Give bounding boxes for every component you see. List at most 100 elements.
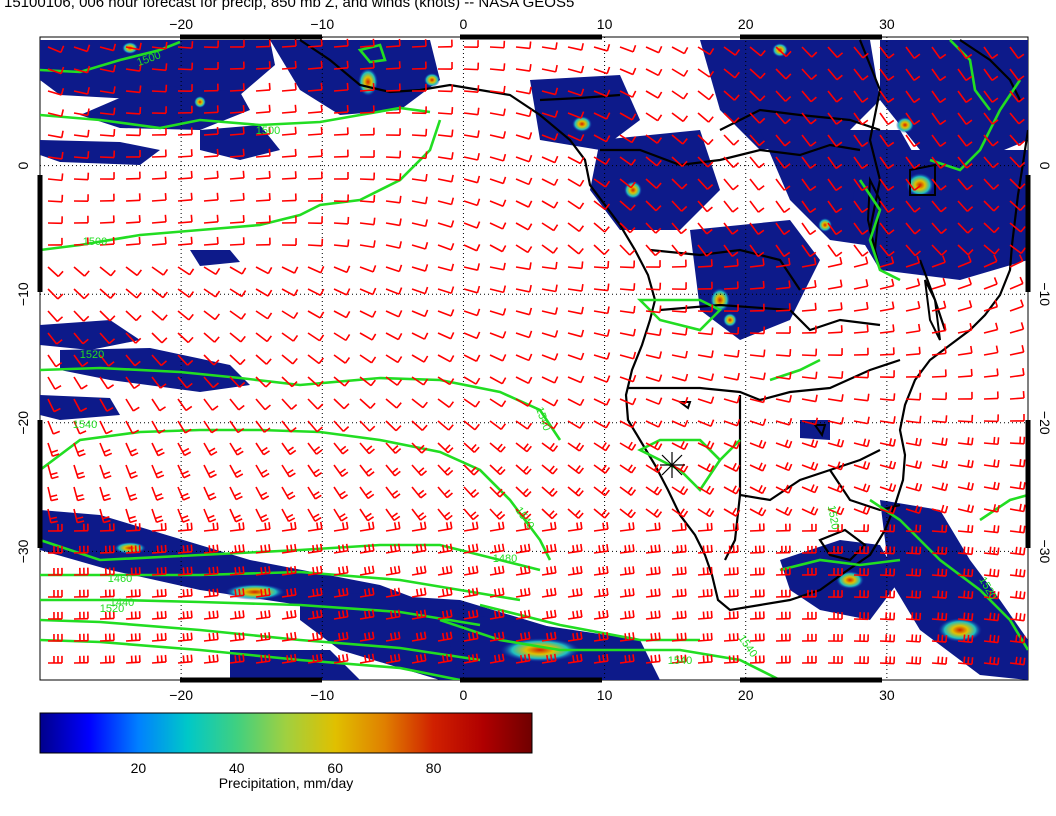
wind-barb <box>853 134 869 148</box>
wind-barb <box>619 441 637 451</box>
wind-barb <box>333 609 349 620</box>
wind-barb <box>957 90 973 104</box>
wind-barb <box>827 134 843 147</box>
wind-barb <box>567 464 584 475</box>
wind-barb <box>463 398 481 408</box>
wind-barb <box>593 352 611 360</box>
wind-barb <box>723 304 739 312</box>
wind-barb <box>73 420 87 435</box>
wind-barb <box>489 285 507 294</box>
wind-barb <box>151 171 167 180</box>
wind-barb <box>99 589 115 598</box>
wind-barb <box>359 83 375 92</box>
wind-barb <box>281 653 297 664</box>
wind-barb <box>73 215 89 224</box>
wind-barb <box>151 588 167 598</box>
lon-tick-label: 10 <box>597 16 613 32</box>
wind-barb <box>957 524 974 534</box>
wind-barb <box>333 60 349 70</box>
wind-barb <box>515 244 533 254</box>
wind-barb <box>229 61 245 70</box>
wind-barb <box>905 300 921 312</box>
wind-barb <box>645 305 662 314</box>
wind-barb <box>437 39 453 48</box>
wind-barb <box>1009 481 1026 490</box>
wind-barb <box>125 42 142 51</box>
lat-labels-left: 0 −10 −20 −30 <box>15 161 31 563</box>
wind-barb <box>931 590 948 599</box>
wind-barb <box>437 174 454 183</box>
wind-barb <box>697 259 713 268</box>
wind-barb <box>151 266 169 276</box>
wind-barb <box>931 255 946 268</box>
wind-barb <box>541 307 559 316</box>
wind-barb <box>281 543 297 554</box>
wind-barb <box>541 353 559 361</box>
wind-barb <box>437 62 453 70</box>
wind-barb <box>723 178 739 191</box>
wind-barb <box>645 441 663 451</box>
wind-barb <box>229 610 245 620</box>
wind-barb <box>99 86 116 95</box>
wind-barb <box>515 41 532 50</box>
wind-barb <box>827 438 845 448</box>
wind-barb <box>385 128 401 137</box>
wind-barb <box>827 394 844 402</box>
wind-barb <box>775 156 791 169</box>
wind-barb <box>229 214 245 224</box>
wind-barb <box>437 286 455 294</box>
wind-barb <box>307 543 323 554</box>
wind-barb <box>255 215 271 224</box>
wind-barb <box>229 332 246 343</box>
wind-barb <box>879 656 896 665</box>
wind-barb <box>333 486 348 500</box>
wind-barb <box>619 420 637 429</box>
wind-barb <box>463 62 480 71</box>
wind-barb <box>853 612 869 621</box>
wind-barb <box>203 192 219 202</box>
wind-barb <box>827 634 843 642</box>
wind-barb <box>151 522 167 532</box>
wind-barb <box>1009 244 1027 255</box>
wind-barb <box>801 257 817 268</box>
wind-barb <box>671 508 689 518</box>
wind-barb <box>125 523 141 532</box>
wind-barb <box>541 464 558 475</box>
wind-barb <box>827 461 845 471</box>
wind-barb <box>307 653 323 664</box>
wind-barb <box>619 328 636 337</box>
wind-barb <box>1009 568 1026 578</box>
wind-barb <box>801 417 819 426</box>
wind-barb <box>567 88 585 97</box>
wind-barb <box>905 156 921 170</box>
wind-barb <box>879 134 895 148</box>
wind-barb <box>671 566 687 576</box>
wind-barb <box>333 38 349 48</box>
wind-barb <box>307 38 323 48</box>
wind-barb <box>749 372 766 381</box>
wind-barb <box>177 376 193 389</box>
wind-barb <box>151 486 164 501</box>
wind-barb <box>697 463 715 473</box>
wind-barb <box>905 415 922 424</box>
wind-barb <box>801 244 817 258</box>
wind-barb <box>307 126 323 136</box>
wind-barb <box>125 332 142 344</box>
wind-barb <box>697 610 713 620</box>
wind-barb <box>853 279 869 290</box>
wind-barb <box>307 565 323 576</box>
lat-tick-label: −30 <box>1037 540 1053 564</box>
wind-barb <box>593 508 610 519</box>
wind-barb <box>307 398 324 410</box>
wind-barb <box>983 112 999 125</box>
wind-barb <box>99 288 116 299</box>
wind-barb <box>515 222 533 231</box>
wind-barb <box>749 611 765 620</box>
wind-barb <box>671 200 688 212</box>
wind-barb <box>177 266 195 276</box>
wind-barb <box>333 420 350 432</box>
wind-barb <box>333 288 351 296</box>
wind-barb <box>307 60 323 70</box>
wind-barb <box>333 631 349 642</box>
wind-barb <box>931 300 947 312</box>
